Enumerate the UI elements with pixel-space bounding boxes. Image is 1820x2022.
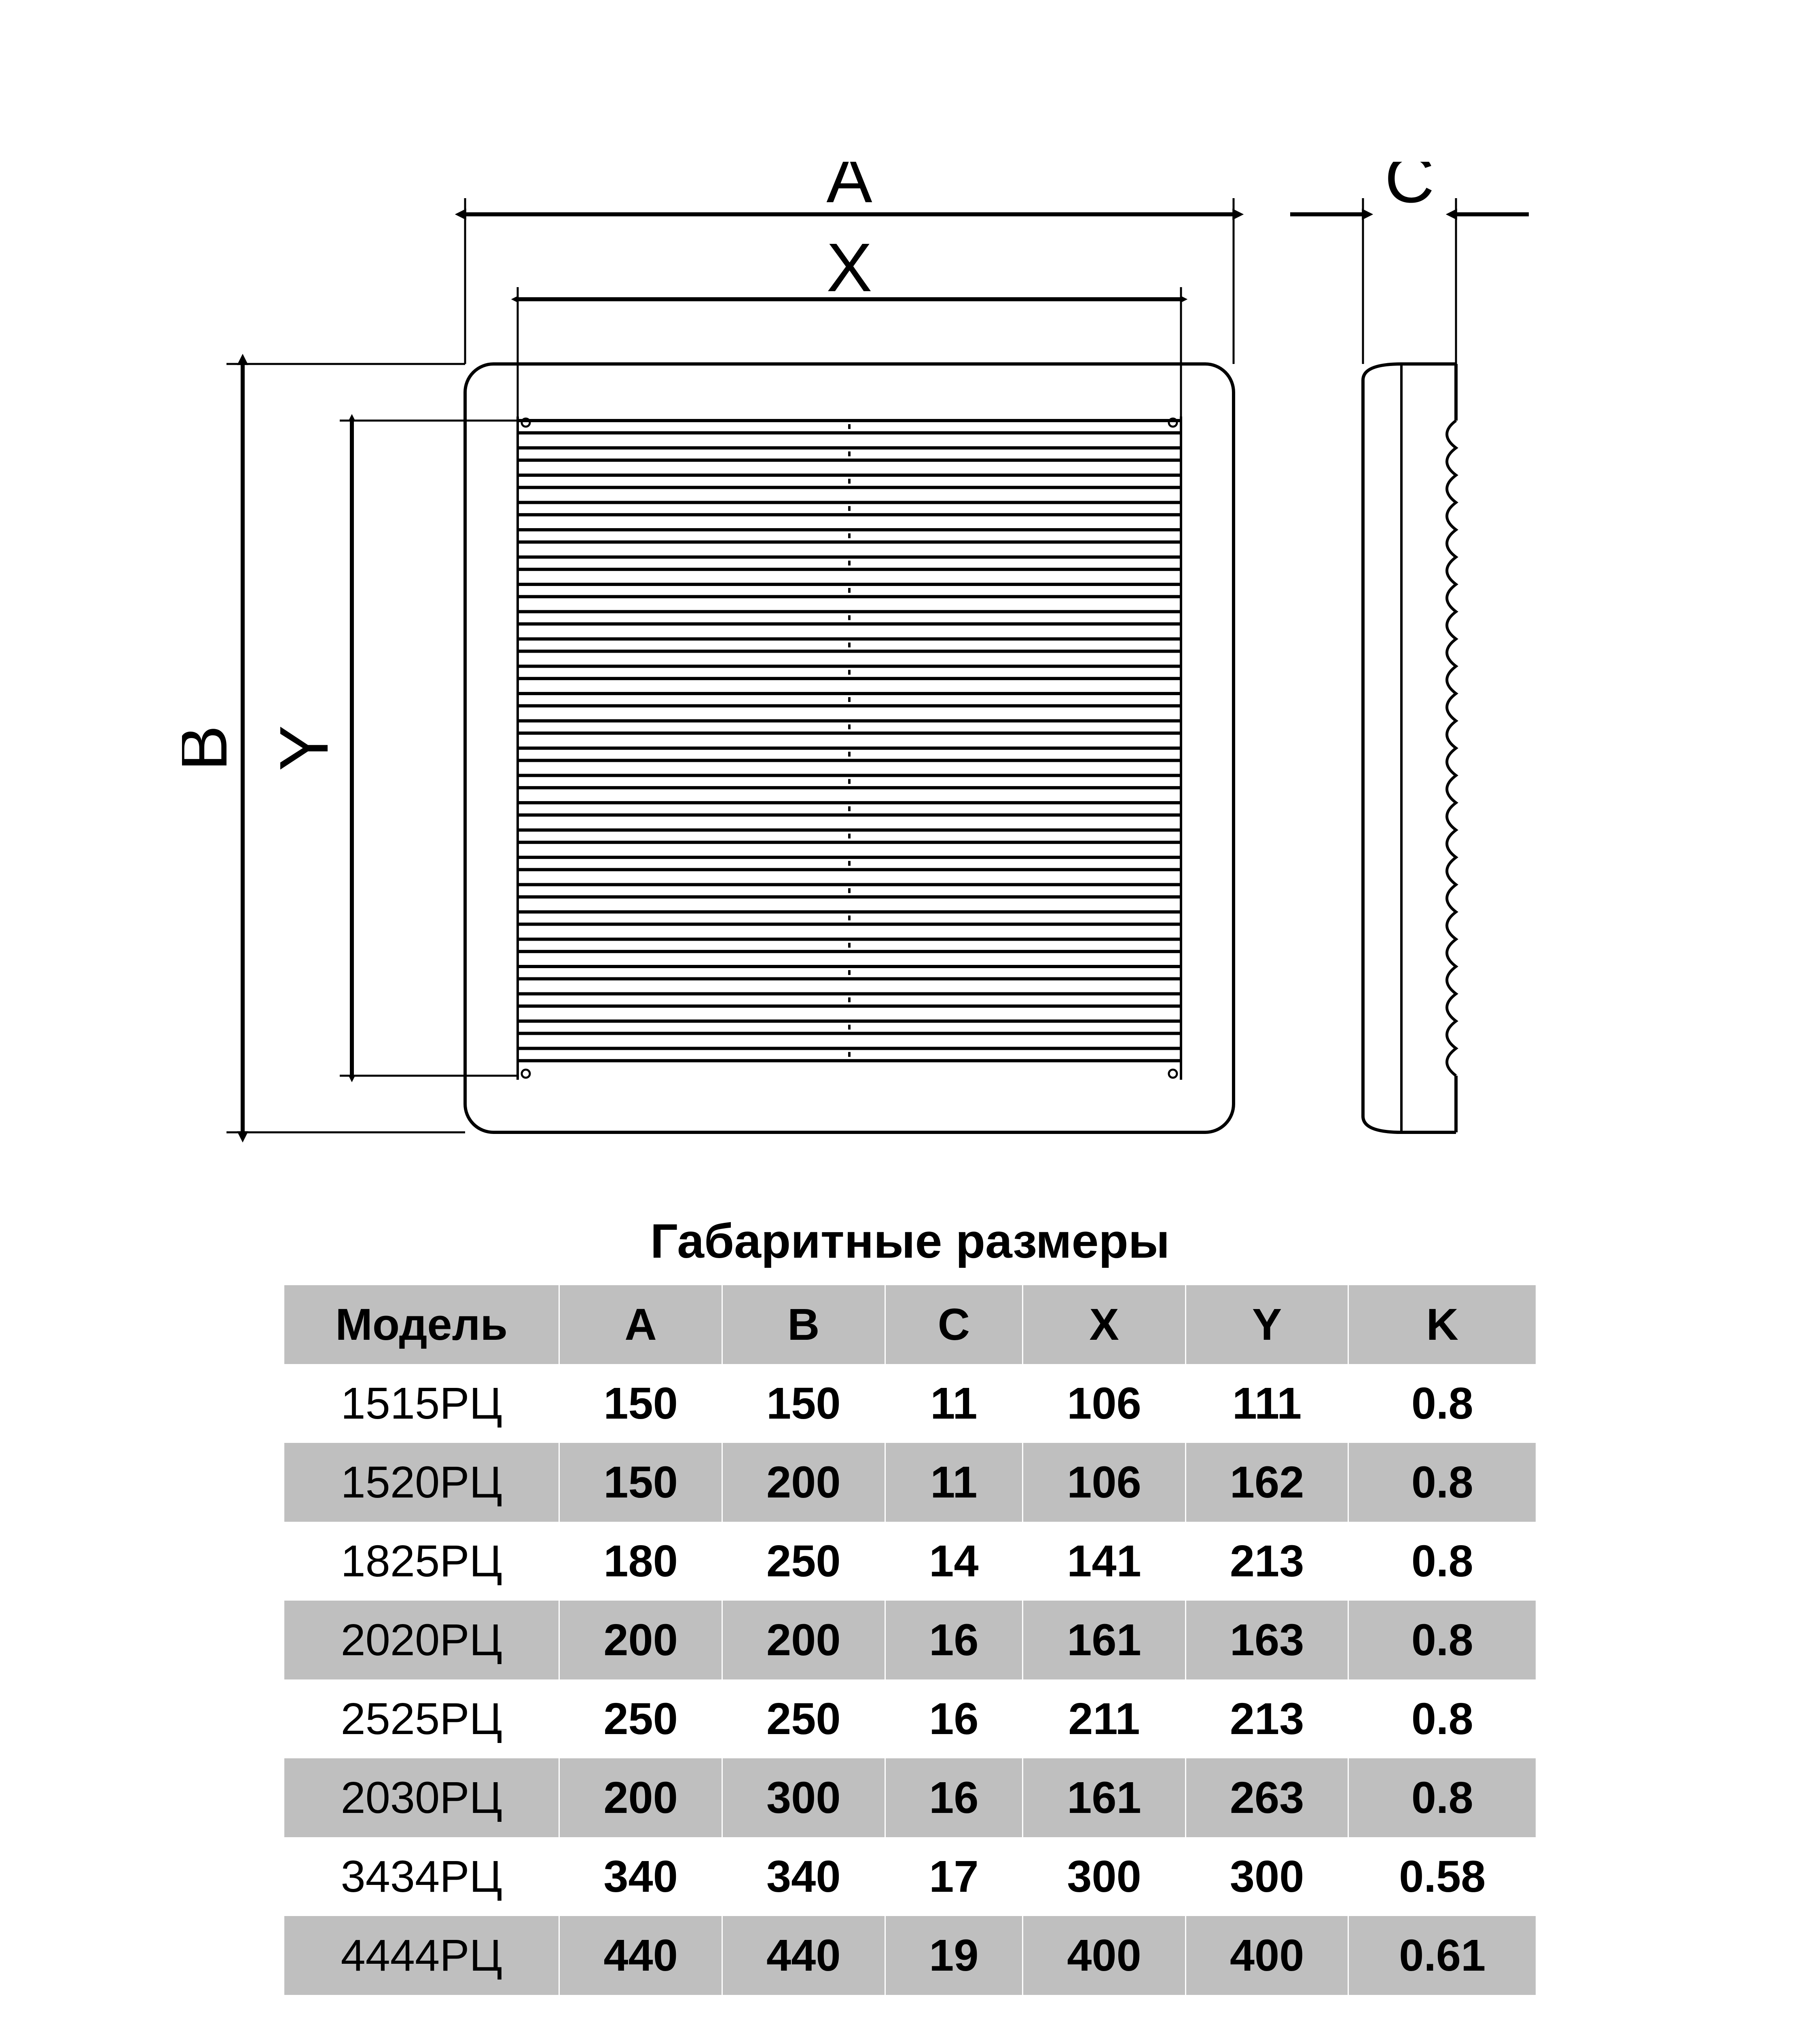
table-header-cell: X xyxy=(1023,1285,1186,1364)
value-cell: 161 xyxy=(1023,1758,1186,1837)
table-row: 1825РЦ180250141412130.8 xyxy=(284,1522,1536,1601)
model-cell: 3434РЦ xyxy=(284,1837,559,1916)
model-cell: 4444РЦ xyxy=(284,1916,559,1995)
value-cell: 150 xyxy=(722,1364,885,1443)
svg-text:X: X xyxy=(826,229,872,306)
value-cell: 213 xyxy=(1185,1679,1348,1758)
value-cell: 0.8 xyxy=(1348,1364,1536,1443)
table-header-cell: B xyxy=(722,1285,885,1364)
model-cell: 1515РЦ xyxy=(284,1364,559,1443)
dimension-diagram: AX C BY xyxy=(182,162,1638,1132)
value-cell: 11 xyxy=(885,1443,1023,1522)
value-cell: 211 xyxy=(1023,1679,1186,1758)
table-header-cell: K xyxy=(1348,1285,1536,1364)
table-header-cell: A xyxy=(559,1285,722,1364)
table-row: 2525РЦ250250162112130.8 xyxy=(284,1679,1536,1758)
value-cell: 0.8 xyxy=(1348,1522,1536,1601)
svg-text:Y: Y xyxy=(266,725,343,771)
value-cell: 106 xyxy=(1023,1443,1186,1522)
value-cell: 200 xyxy=(722,1443,885,1522)
table-header-cell: Модель xyxy=(284,1285,559,1364)
table-title: Габаритные размеры xyxy=(283,1213,1537,1269)
dimensions-table-wrap: Габаритные размеры МодельABCXYK1515РЦ150… xyxy=(283,1213,1537,1995)
value-cell: 250 xyxy=(722,1679,885,1758)
value-cell: 300 xyxy=(1185,1837,1348,1916)
svg-text:B: B xyxy=(182,725,241,771)
value-cell: 0.8 xyxy=(1348,1601,1536,1679)
value-cell: 250 xyxy=(722,1522,885,1601)
value-cell: 340 xyxy=(559,1837,722,1916)
table-row: 2030РЦ200300161612630.8 xyxy=(284,1758,1536,1837)
value-cell: 400 xyxy=(1185,1916,1348,1995)
value-cell: 0.58 xyxy=(1348,1837,1536,1916)
value-cell: 300 xyxy=(722,1758,885,1837)
model-cell: 2525РЦ xyxy=(284,1679,559,1758)
table-header-row: МодельABCXYK xyxy=(284,1285,1536,1364)
value-cell: 106 xyxy=(1023,1364,1186,1443)
model-cell: 2020РЦ xyxy=(284,1601,559,1679)
value-cell: 200 xyxy=(559,1601,722,1679)
value-cell: 163 xyxy=(1185,1601,1348,1679)
value-cell: 161 xyxy=(1023,1601,1186,1679)
value-cell: 16 xyxy=(885,1679,1023,1758)
svg-text:C: C xyxy=(1385,162,1435,217)
value-cell: 150 xyxy=(559,1443,722,1522)
value-cell: 111 xyxy=(1185,1364,1348,1443)
table-row: 4444РЦ440440194004000.61 xyxy=(284,1916,1536,1995)
value-cell: 0.8 xyxy=(1348,1443,1536,1522)
value-cell: 16 xyxy=(885,1758,1023,1837)
table-row: 2020РЦ200200161611630.8 xyxy=(284,1601,1536,1679)
value-cell: 0.61 xyxy=(1348,1916,1536,1995)
model-cell: 2030РЦ xyxy=(284,1758,559,1837)
table-row: 1515РЦ150150111061110.8 xyxy=(284,1364,1536,1443)
model-cell: 1520РЦ xyxy=(284,1443,559,1522)
value-cell: 400 xyxy=(1023,1916,1186,1995)
value-cell: 16 xyxy=(885,1601,1023,1679)
value-cell: 440 xyxy=(722,1916,885,1995)
table-header-cell: Y xyxy=(1185,1285,1348,1364)
value-cell: 162 xyxy=(1185,1443,1348,1522)
value-cell: 150 xyxy=(559,1364,722,1443)
value-cell: 213 xyxy=(1185,1522,1348,1601)
value-cell: 180 xyxy=(559,1522,722,1601)
value-cell: 200 xyxy=(559,1758,722,1837)
value-cell: 0.8 xyxy=(1348,1679,1536,1758)
value-cell: 11 xyxy=(885,1364,1023,1443)
value-cell: 200 xyxy=(722,1601,885,1679)
model-cell: 1825РЦ xyxy=(284,1522,559,1601)
value-cell: 300 xyxy=(1023,1837,1186,1916)
dimensions-table: МодельABCXYK1515РЦ150150111061110.81520Р… xyxy=(283,1285,1537,1995)
value-cell: 263 xyxy=(1185,1758,1348,1837)
table-row: 1520РЦ150200111061620.8 xyxy=(284,1443,1536,1522)
value-cell: 250 xyxy=(559,1679,722,1758)
table-row: 3434РЦ340340173003000.58 xyxy=(284,1837,1536,1916)
value-cell: 141 xyxy=(1023,1522,1186,1601)
value-cell: 340 xyxy=(722,1837,885,1916)
table-header-cell: C xyxy=(885,1285,1023,1364)
value-cell: 0.8 xyxy=(1348,1758,1536,1837)
value-cell: 19 xyxy=(885,1916,1023,1995)
svg-text:A: A xyxy=(826,162,872,217)
value-cell: 440 xyxy=(559,1916,722,1995)
value-cell: 17 xyxy=(885,1837,1023,1916)
value-cell: 14 xyxy=(885,1522,1023,1601)
